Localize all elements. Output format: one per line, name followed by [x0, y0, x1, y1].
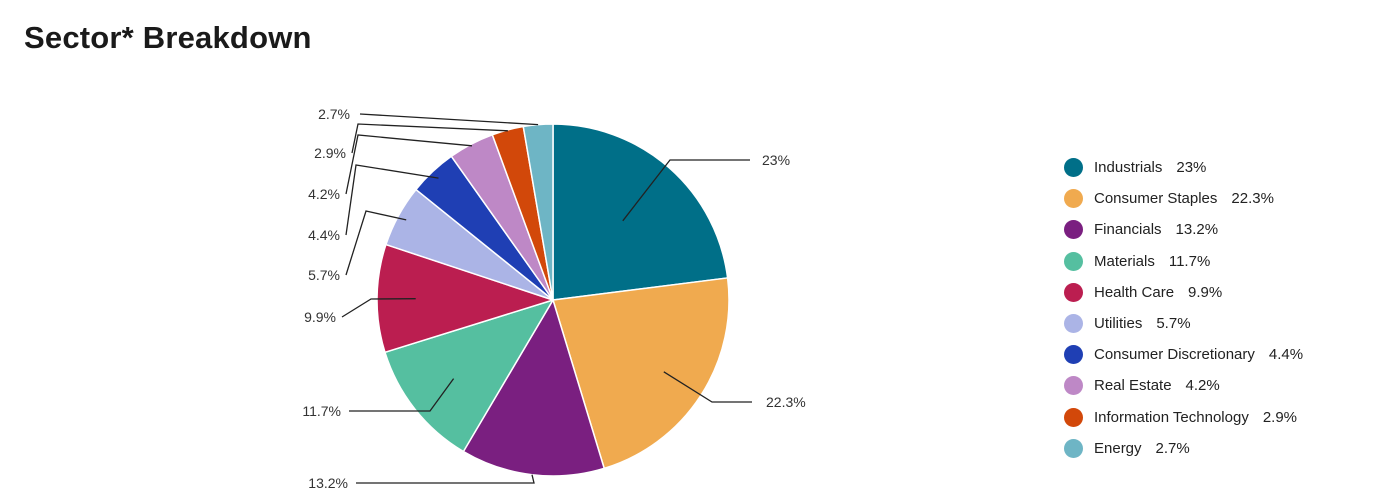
- legend-value: 11.7%: [1168, 252, 1211, 270]
- legend-item: Industrials 23%: [1064, 152, 1303, 183]
- legend-swatch: [1064, 345, 1083, 365]
- legend-value: 23%: [1176, 159, 1207, 177]
- legend-item: Energy 2.7%: [1064, 433, 1303, 464]
- legend-value: 22.3%: [1231, 190, 1274, 208]
- slice-label: 5.7%: [308, 267, 340, 283]
- legend-label: Materials: [1094, 252, 1155, 270]
- leader-line: [663, 371, 752, 403]
- leader-line: [349, 378, 455, 412]
- leader-line: [345, 134, 473, 195]
- leader-line: [351, 123, 508, 154]
- legend-value: 2.9%: [1262, 408, 1298, 426]
- legend-item: Financials 13.2%: [1064, 214, 1303, 245]
- legend-swatch: [1064, 407, 1083, 427]
- leader-line: [356, 474, 535, 484]
- legend: Industrials 23% Consumer Staples 22.3% Finan…: [1064, 152, 1303, 464]
- legend-swatch: [1064, 438, 1083, 458]
- legend-label: Consumer Staples: [1094, 190, 1218, 208]
- legend-value: 5.7%: [1156, 315, 1191, 333]
- slice-label: 23%: [762, 152, 790, 168]
- slice-label: 13.2%: [308, 475, 348, 491]
- slice-label: 2.9%: [314, 145, 346, 161]
- slice-label: 4.4%: [308, 227, 340, 243]
- slice-label: 9.9%: [304, 309, 336, 325]
- slice-labels: 23% 22.3% 13.2% 11.7% 9.9% 5.7% 4.4% 4.2% 2.9% 2.…: [302, 106, 805, 491]
- legend-item: Real Estate 4.2%: [1064, 370, 1303, 401]
- legend-item: Consumer Discretionary 4.4%: [1064, 339, 1303, 370]
- legend-label: Utilities: [1094, 315, 1143, 333]
- legend-swatch: [1064, 220, 1083, 240]
- leader-line: [341, 298, 416, 318]
- legend-value: 9.9%: [1188, 283, 1223, 301]
- legend-label: Real Estate: [1094, 377, 1172, 395]
- legend-item: Consumer Staples 22.3%: [1064, 183, 1303, 214]
- legend-swatch: [1064, 158, 1083, 178]
- pie-slice-consumer-staples: [552, 277, 730, 470]
- pie-slice-industrials: [552, 123, 729, 301]
- legend-label: Consumer Discretionary: [1094, 346, 1255, 364]
- legend-label: Energy: [1094, 439, 1142, 457]
- legend-value: 4.4%: [1268, 346, 1304, 364]
- legend-value: 4.2%: [1185, 377, 1220, 395]
- slice-label: 11.7%: [302, 403, 341, 419]
- legend-value: 13.2%: [1175, 221, 1219, 239]
- legend-label: Industrials: [1094, 159, 1163, 177]
- legend-swatch: [1064, 282, 1083, 302]
- slice-label: 22.3%: [766, 394, 806, 410]
- legend-label: Health Care: [1094, 283, 1175, 301]
- slice-label: 2.7%: [318, 106, 350, 122]
- leader-lines: [341, 113, 752, 484]
- legend-label: Financials: [1094, 221, 1162, 239]
- legend-item: Information Technology 2.9%: [1064, 402, 1303, 433]
- pie-slices: [376, 123, 730, 477]
- leader-line: [622, 159, 750, 222]
- leader-line: [359, 113, 539, 126]
- legend-swatch: [1064, 189, 1083, 209]
- legend-value: 2.7%: [1155, 439, 1190, 457]
- leader-line: [345, 210, 407, 276]
- legend-item: Materials 11.7%: [1064, 246, 1303, 277]
- legend-swatch: [1064, 376, 1083, 396]
- legend-item: Health Care 9.9%: [1064, 277, 1303, 308]
- legend-label: Information Technology: [1094, 408, 1249, 426]
- legend-swatch: [1064, 314, 1083, 334]
- legend-swatch: [1064, 251, 1083, 271]
- pie-slice-materials: [384, 298, 555, 453]
- slice-label: 4.2%: [308, 186, 340, 202]
- chart-title: Sector* Breakdown: [24, 20, 312, 55]
- leader-line: [345, 164, 439, 236]
- legend-item: Utilities 5.7%: [1064, 308, 1303, 339]
